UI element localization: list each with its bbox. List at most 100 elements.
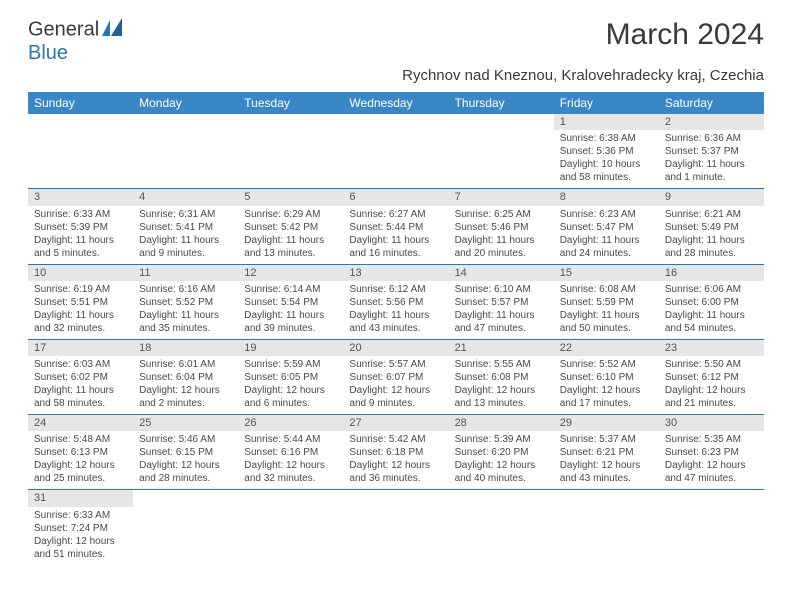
sunset-line: Sunset: 6:07 PM xyxy=(349,371,442,384)
sunset-line: Sunset: 5:39 PM xyxy=(34,221,127,234)
daylight-line: Daylight: 11 hours and 47 minutes. xyxy=(455,309,548,335)
calendar-table: SundayMondayTuesdayWednesdayThursdayFrid… xyxy=(28,92,764,565)
day-header: Wednesday xyxy=(343,92,448,114)
day-body: Sunrise: 6:29 AMSunset: 5:42 PMDaylight:… xyxy=(238,206,343,264)
day-body: Sunrise: 6:25 AMSunset: 5:46 PMDaylight:… xyxy=(449,206,554,264)
day-number: 10 xyxy=(28,265,133,281)
day-body: Sunrise: 6:36 AMSunset: 5:37 PMDaylight:… xyxy=(659,130,764,188)
day-number: 5 xyxy=(238,189,343,205)
day-number: 18 xyxy=(133,340,238,356)
sunset-line: Sunset: 6:08 PM xyxy=(455,371,548,384)
day-number: 30 xyxy=(659,415,764,431)
sunset-line: Sunset: 6:23 PM xyxy=(665,446,758,459)
day-body: Sunrise: 6:38 AMSunset: 5:36 PMDaylight:… xyxy=(554,130,659,188)
sunset-line: Sunset: 6:15 PM xyxy=(139,446,232,459)
daylight-line: Daylight: 12 hours and 43 minutes. xyxy=(560,459,653,485)
daylight-line: Daylight: 10 hours and 58 minutes. xyxy=(560,158,653,184)
calendar-cell: 1Sunrise: 6:38 AMSunset: 5:36 PMDaylight… xyxy=(554,114,659,189)
day-number: 8 xyxy=(554,189,659,205)
logo-word-1: General xyxy=(28,18,99,40)
sunrise-line: Sunrise: 6:06 AM xyxy=(665,283,758,296)
sunrise-line: Sunrise: 5:35 AM xyxy=(665,433,758,446)
calendar-cell xyxy=(343,490,448,565)
sunset-line: Sunset: 6:04 PM xyxy=(139,371,232,384)
day-number: 17 xyxy=(28,340,133,356)
calendar-cell: 28Sunrise: 5:39 AMSunset: 6:20 PMDayligh… xyxy=(449,415,554,490)
logo-word-2: Blue xyxy=(28,42,68,64)
sunrise-line: Sunrise: 6:08 AM xyxy=(560,283,653,296)
day-number: 3 xyxy=(28,189,133,205)
calendar-cell: 6Sunrise: 6:27 AMSunset: 5:44 PMDaylight… xyxy=(343,189,448,264)
day-body: Sunrise: 6:19 AMSunset: 5:51 PMDaylight:… xyxy=(28,281,133,339)
calendar-cell: 29Sunrise: 5:37 AMSunset: 6:21 PMDayligh… xyxy=(554,415,659,490)
day-number: 9 xyxy=(659,189,764,205)
sunset-line: Sunset: 6:00 PM xyxy=(665,296,758,309)
day-body: Sunrise: 6:27 AMSunset: 5:44 PMDaylight:… xyxy=(343,206,448,264)
day-body: Sunrise: 5:39 AMSunset: 6:20 PMDaylight:… xyxy=(449,431,554,489)
day-number: 24 xyxy=(28,415,133,431)
calendar-cell xyxy=(28,114,133,189)
sunset-line: Sunset: 5:56 PM xyxy=(349,296,442,309)
day-number: 14 xyxy=(449,265,554,281)
day-body: Sunrise: 6:21 AMSunset: 5:49 PMDaylight:… xyxy=(659,206,764,264)
day-body: Sunrise: 6:16 AMSunset: 5:52 PMDaylight:… xyxy=(133,281,238,339)
sunrise-line: Sunrise: 6:01 AM xyxy=(139,358,232,371)
sunrise-line: Sunrise: 6:12 AM xyxy=(349,283,442,296)
sunset-line: Sunset: 5:57 PM xyxy=(455,296,548,309)
sunset-line: Sunset: 5:36 PM xyxy=(560,145,653,158)
calendar-cell: 21Sunrise: 5:55 AMSunset: 6:08 PMDayligh… xyxy=(449,339,554,414)
calendar-cell: 31Sunrise: 6:33 AMSunset: 7:24 PMDayligh… xyxy=(28,490,133,565)
page-title: March 2024 xyxy=(606,18,764,52)
calendar-cell: 14Sunrise: 6:10 AMSunset: 5:57 PMDayligh… xyxy=(449,264,554,339)
logo-text: General Blue xyxy=(28,18,128,65)
day-body: Sunrise: 5:50 AMSunset: 6:12 PMDaylight:… xyxy=(659,356,764,414)
sunset-line: Sunset: 6:10 PM xyxy=(560,371,653,384)
day-body: Sunrise: 6:33 AMSunset: 5:39 PMDaylight:… xyxy=(28,206,133,264)
sunrise-line: Sunrise: 5:55 AM xyxy=(455,358,548,371)
sunset-line: Sunset: 6:13 PM xyxy=(34,446,127,459)
day-header: Saturday xyxy=(659,92,764,114)
calendar-cell: 4Sunrise: 6:31 AMSunset: 5:41 PMDaylight… xyxy=(133,189,238,264)
sunrise-line: Sunrise: 5:37 AM xyxy=(560,433,653,446)
day-number: 31 xyxy=(28,490,133,506)
day-body: Sunrise: 6:23 AMSunset: 5:47 PMDaylight:… xyxy=(554,206,659,264)
daylight-line: Daylight: 11 hours and 50 minutes. xyxy=(560,309,653,335)
sunrise-line: Sunrise: 6:33 AM xyxy=(34,509,127,522)
sunrise-line: Sunrise: 6:29 AM xyxy=(244,208,337,221)
sunset-line: Sunset: 6:18 PM xyxy=(349,446,442,459)
calendar-cell xyxy=(133,114,238,189)
calendar-cell: 25Sunrise: 5:46 AMSunset: 6:15 PMDayligh… xyxy=(133,415,238,490)
calendar-cell xyxy=(238,490,343,565)
sunrise-line: Sunrise: 5:42 AM xyxy=(349,433,442,446)
day-body: Sunrise: 5:35 AMSunset: 6:23 PMDaylight:… xyxy=(659,431,764,489)
daylight-line: Daylight: 12 hours and 6 minutes. xyxy=(244,384,337,410)
day-body: Sunrise: 5:46 AMSunset: 6:15 PMDaylight:… xyxy=(133,431,238,489)
day-number: 29 xyxy=(554,415,659,431)
daylight-line: Daylight: 11 hours and 43 minutes. xyxy=(349,309,442,335)
daylight-line: Daylight: 12 hours and 36 minutes. xyxy=(349,459,442,485)
sunset-line: Sunset: 6:05 PM xyxy=(244,371,337,384)
day-header: Thursday xyxy=(449,92,554,114)
sunset-line: Sunset: 6:20 PM xyxy=(455,446,548,459)
day-number: 4 xyxy=(133,189,238,205)
calendar-cell: 19Sunrise: 5:59 AMSunset: 6:05 PMDayligh… xyxy=(238,339,343,414)
day-body: Sunrise: 6:12 AMSunset: 5:56 PMDaylight:… xyxy=(343,281,448,339)
day-body: Sunrise: 5:42 AMSunset: 6:18 PMDaylight:… xyxy=(343,431,448,489)
daylight-line: Daylight: 11 hours and 5 minutes. xyxy=(34,234,127,260)
sunrise-line: Sunrise: 6:25 AM xyxy=(455,208,548,221)
sunrise-line: Sunrise: 6:31 AM xyxy=(139,208,232,221)
daylight-line: Daylight: 11 hours and 1 minute. xyxy=(665,158,758,184)
day-number: 16 xyxy=(659,265,764,281)
daylight-line: Daylight: 12 hours and 13 minutes. xyxy=(455,384,548,410)
sunset-line: Sunset: 5:47 PM xyxy=(560,221,653,234)
day-body: Sunrise: 5:44 AMSunset: 6:16 PMDaylight:… xyxy=(238,431,343,489)
sunset-line: Sunset: 5:44 PM xyxy=(349,221,442,234)
daylight-line: Daylight: 12 hours and 21 minutes. xyxy=(665,384,758,410)
daylight-line: Daylight: 11 hours and 9 minutes. xyxy=(139,234,232,260)
day-number: 2 xyxy=(659,114,764,130)
daylight-line: Daylight: 12 hours and 17 minutes. xyxy=(560,384,653,410)
daylight-line: Daylight: 11 hours and 16 minutes. xyxy=(349,234,442,260)
daylight-line: Daylight: 11 hours and 54 minutes. xyxy=(665,309,758,335)
sunrise-line: Sunrise: 6:03 AM xyxy=(34,358,127,371)
day-body: Sunrise: 5:52 AMSunset: 6:10 PMDaylight:… xyxy=(554,356,659,414)
